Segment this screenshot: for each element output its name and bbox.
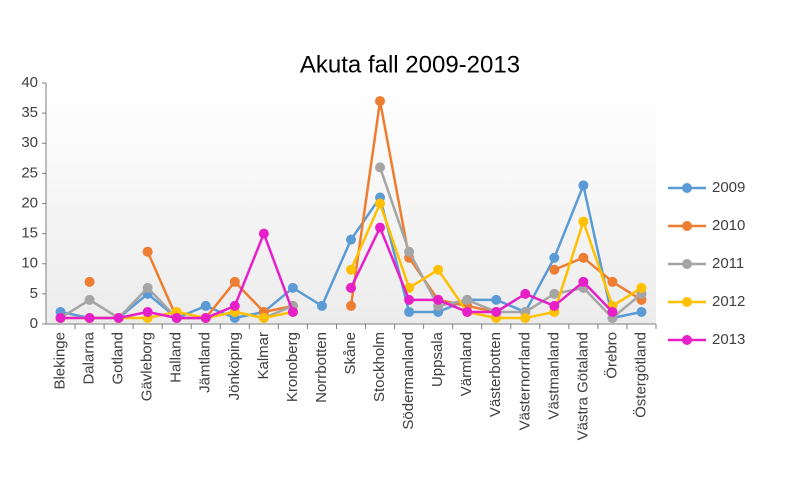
data-point — [549, 252, 560, 263]
data-point — [607, 276, 618, 287]
data-point — [55, 312, 66, 323]
x-tick-label: Norrbotten — [313, 332, 330, 403]
data-point — [607, 306, 618, 317]
x-tick-label: Uppsala — [429, 331, 446, 387]
chart-title: Akuta fall 2009-2013 — [300, 51, 520, 78]
data-point — [578, 252, 589, 263]
x-tick-label: Kalmar — [255, 332, 272, 380]
x-tick-label: Östergötland — [631, 332, 649, 418]
data-point — [375, 198, 386, 209]
y-tick-label: 10 — [21, 255, 38, 272]
x-tick-label: Skåne — [342, 332, 359, 375]
legend-label: 2010 — [712, 217, 745, 234]
data-point — [316, 300, 327, 311]
data-point — [200, 312, 211, 323]
data-point — [404, 306, 415, 317]
data-point — [636, 306, 647, 317]
legend-marker — [682, 221, 692, 231]
y-tick-label: 30 — [21, 134, 38, 151]
x-tick-label: Blekinge — [51, 332, 68, 390]
data-point — [346, 300, 356, 311]
data-point — [346, 264, 356, 275]
data-point — [433, 264, 444, 275]
x-tick-label: Västra Götaland — [574, 332, 591, 440]
y-tick-label: 35 — [21, 104, 38, 121]
data-point — [287, 282, 298, 293]
x-tick-label: Kronoberg — [284, 332, 301, 402]
data-point — [578, 180, 589, 191]
data-point — [287, 306, 298, 317]
legend-label: 2013 — [712, 331, 745, 348]
data-point — [346, 282, 356, 293]
data-point — [549, 264, 560, 275]
data-point — [491, 294, 502, 305]
data-point — [229, 300, 240, 311]
x-tick-label: Stockholm — [371, 332, 388, 402]
data-point — [346, 234, 356, 245]
data-point — [142, 246, 153, 257]
x-tick-label: Jämtland — [197, 332, 214, 393]
legend-marker — [682, 335, 692, 345]
data-point — [404, 246, 415, 257]
data-point — [258, 228, 269, 239]
data-point — [375, 96, 386, 107]
y-tick-label: 15 — [21, 225, 38, 242]
data-point — [171, 312, 182, 323]
data-point — [636, 282, 647, 293]
data-point — [142, 306, 153, 317]
data-point — [462, 294, 473, 305]
data-point — [142, 282, 153, 293]
data-point — [578, 276, 589, 287]
data-point — [520, 312, 531, 323]
data-point — [520, 288, 531, 299]
data-point — [375, 162, 386, 173]
data-point — [84, 294, 95, 305]
data-point — [404, 294, 415, 305]
y-tick-label: 20 — [21, 194, 38, 211]
x-tick-label: Halland — [168, 332, 185, 383]
y-tick-label: 25 — [21, 164, 38, 181]
legend-marker — [682, 297, 692, 307]
legend-label: 2012 — [712, 293, 745, 310]
x-tick-label: Södermanland — [400, 332, 417, 430]
y-tick-label: 40 — [21, 74, 38, 91]
data-point — [229, 276, 240, 287]
x-tick-label: Västmanland — [545, 332, 562, 420]
x-tick-label: Jönköping — [226, 332, 243, 400]
x-tick-label: Gotland — [110, 332, 127, 385]
x-tick-label: Västernorrland — [516, 332, 533, 430]
y-tick-label: 0 — [30, 315, 38, 332]
data-point — [375, 222, 386, 233]
x-tick-label: Gävleborg — [139, 332, 156, 401]
data-point — [578, 216, 589, 227]
data-point — [433, 294, 444, 305]
y-tick-label: 5 — [30, 285, 38, 302]
legend-label: 2009 — [712, 179, 745, 196]
data-point — [258, 312, 269, 323]
data-point — [200, 300, 211, 311]
x-tick-label: Västerbotten — [487, 332, 504, 417]
x-tick-label: Värmland — [458, 332, 475, 396]
x-tick-label: Örebro — [602, 332, 620, 379]
x-tick-label: Dalarna — [81, 331, 98, 384]
data-point — [549, 300, 560, 311]
data-point — [491, 306, 502, 317]
legend-marker — [682, 259, 692, 269]
legend-marker — [682, 183, 692, 193]
data-point — [549, 288, 560, 299]
data-point — [84, 312, 95, 323]
data-point — [113, 312, 124, 323]
data-point — [462, 306, 473, 317]
legend-label: 2011 — [712, 255, 744, 272]
data-point — [84, 276, 95, 287]
